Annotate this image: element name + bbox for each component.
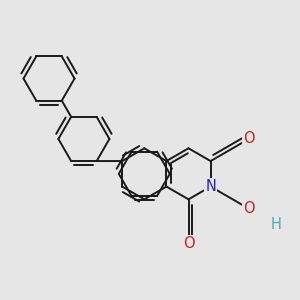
Text: O: O (243, 201, 255, 216)
Text: O: O (183, 236, 194, 251)
Text: H: H (271, 217, 282, 232)
Text: O: O (243, 131, 255, 146)
Text: N: N (205, 179, 216, 194)
